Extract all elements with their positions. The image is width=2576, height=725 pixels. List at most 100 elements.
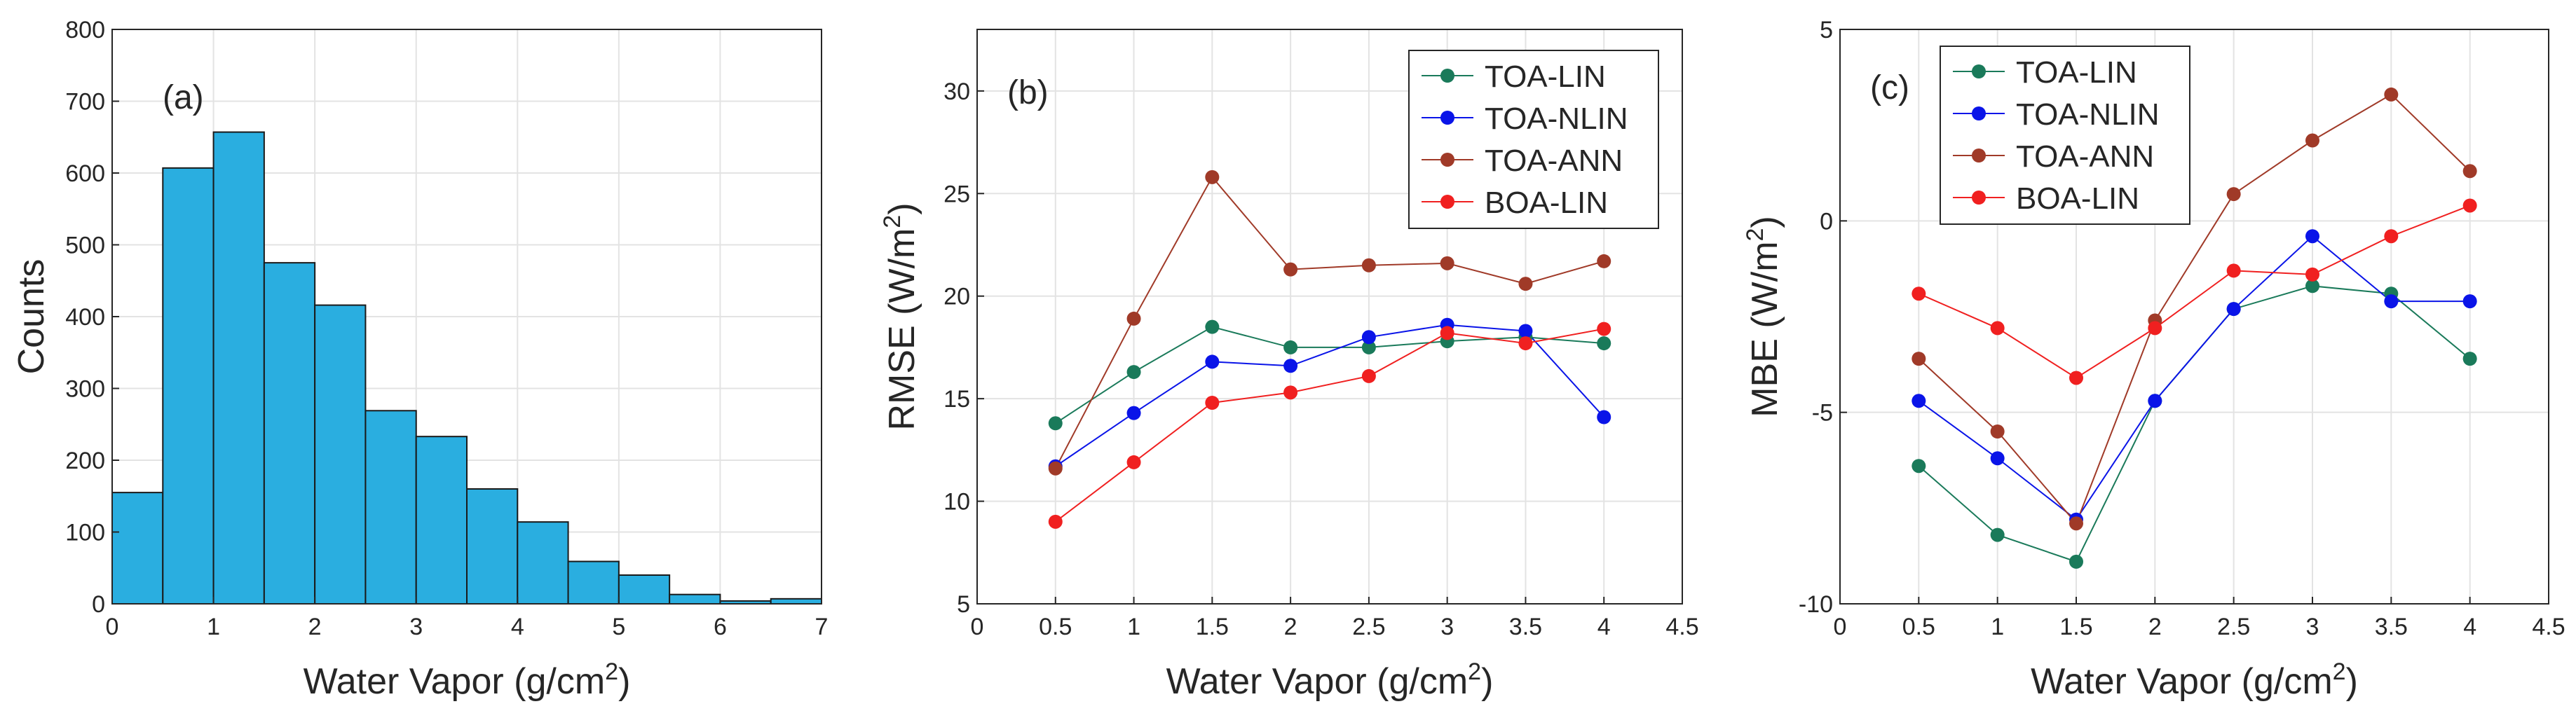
x-axis-label-c: Water Vapor (g/cm2): [2031, 658, 2358, 702]
x-tick-label: 3: [2306, 614, 2319, 640]
y-tick-label: 25: [943, 181, 970, 207]
y-tick-label: 800: [65, 17, 105, 43]
histogram-bar: [669, 593, 721, 605]
x-tick-label: 4.5: [1665, 614, 1698, 640]
data-point-boa-lin: [1361, 368, 1376, 383]
x-tick-label: 2: [1284, 614, 1297, 640]
histogram-bar: [770, 598, 822, 605]
series-line-toa-nlin: [1918, 235, 2470, 521]
histogram-bar: [567, 560, 620, 605]
data-point-boa-lin: [1048, 514, 1063, 529]
x-tick-label: 4: [1597, 614, 1611, 640]
legend-marker: [1440, 195, 1454, 209]
data-point-toa-lin: [1283, 340, 1298, 354]
series-line-toa-ann: [1054, 176, 1604, 469]
data-point-toa-ann: [1283, 262, 1298, 277]
x-tick-label: 0: [106, 614, 119, 640]
data-point-boa-lin: [1518, 336, 1533, 351]
histogram-bar: [517, 521, 569, 605]
y-tick-label: 20: [943, 284, 970, 310]
y-tick-label: -5: [1812, 400, 1833, 427]
legend-marker: [1972, 106, 1986, 120]
y-axis-label-c: MBE (W/m2): [1742, 216, 1785, 417]
x-tick-label: 4: [511, 614, 524, 640]
data-point-toa-nlin: [2305, 229, 2319, 244]
x-tick-label: 3.5: [1509, 614, 1542, 640]
data-point-boa-lin: [1911, 286, 1926, 301]
ticks-a: 0 1 2 3 4 5 6 7 0 100 200 300 400 500 600 700 800: [65, 17, 828, 640]
legend-marker: [1972, 64, 1986, 78]
data-point-boa-lin: [1283, 385, 1298, 400]
data-point-toa-lin: [1048, 416, 1063, 431]
legend-label: TOA-LIN: [1485, 60, 1606, 94]
data-point-toa-ann: [1205, 170, 1220, 184]
axes-box-c: [1839, 29, 2549, 605]
y-tick-label: 200: [65, 448, 105, 474]
x-tick-label: 3.5: [2375, 614, 2408, 640]
ticks-b: 0 0.5 1 1.5 2 2.5 3 3.5 4 4.5 5 10 15 20 25 30: [943, 78, 1698, 640]
x-tick-label: 0: [1834, 614, 1847, 640]
legend-label: TOA-ANN: [1485, 144, 1623, 178]
y-tick-label: 600: [65, 160, 105, 187]
y-tick-label: 100: [65, 520, 105, 546]
y-tick-label: -10: [1799, 591, 1833, 618]
data-point-toa-ann: [1597, 254, 1611, 268]
x-tick-label: 1: [1127, 614, 1140, 640]
data-point-toa-lin: [2462, 352, 2477, 366]
data-point-toa-nlin: [2462, 294, 2477, 309]
ticks-c: 0 0.5 1 1.5 2 2.5 3 3.5 4 4.5 -10 -5 0 5: [1799, 17, 2565, 640]
x-tick-label: 2.5: [2217, 614, 2250, 640]
data-point-toa-nlin: [1597, 410, 1611, 424]
x-tick-label: 5: [612, 614, 625, 640]
data-point-boa-lin: [1440, 326, 1454, 340]
y-axis-label-b: RMSE (W/m2): [879, 202, 922, 430]
panel-label-c: (c): [1870, 69, 1909, 106]
y-tick-label: 300: [65, 376, 105, 403]
data-point-toa-ann: [2305, 133, 2319, 148]
histogram-bar: [212, 131, 265, 605]
x-tick-label: 2: [308, 614, 322, 640]
data-point-toa-nlin: [1205, 354, 1220, 369]
x-tick-label: 4: [2463, 614, 2476, 640]
data-point-boa-lin: [2384, 229, 2399, 244]
x-tick-label: 2: [2148, 614, 2162, 640]
data-point-toa-ann: [1518, 277, 1533, 291]
y-tick-label: 400: [65, 304, 105, 331]
data-point-boa-lin: [1990, 321, 2005, 336]
data-point-boa-lin: [2462, 198, 2477, 213]
data-point-toa-ann: [1911, 352, 1926, 366]
histogram-bar: [466, 488, 519, 605]
legend-c: TOA-LIN TOA-NLIN TOA-ANN BOA-LIN: [1940, 46, 2190, 225]
legend-label: TOA-NLIN: [1485, 102, 1628, 136]
series-c: [1911, 87, 2477, 569]
x-axis-label-a: Water Vapor (g/cm2): [304, 658, 631, 702]
data-point-toa-ann: [2226, 187, 2241, 202]
data-point-toa-lin: [2069, 554, 2083, 569]
legend-marker: [1440, 69, 1454, 83]
data-point-boa-lin: [2305, 267, 2319, 282]
data-point-toa-ann: [1440, 256, 1454, 270]
data-point-toa-nlin: [1361, 330, 1376, 345]
legend-marker: [1440, 153, 1454, 167]
panel-label-b: (b): [1007, 74, 1049, 111]
x-tick-label: 1: [1991, 614, 2004, 640]
y-tick-label: 0: [92, 591, 105, 618]
data-point-toa-lin: [1597, 336, 1611, 351]
data-point-toa-ann: [2069, 516, 2083, 531]
y-tick-label: 700: [65, 89, 105, 116]
x-tick-label: 0.5: [1039, 614, 1072, 640]
x-tick-label: 1.5: [2059, 614, 2092, 640]
y-tick-label: 10: [943, 489, 970, 516]
data-point-boa-lin: [2148, 321, 2162, 336]
series-line-boa-lin: [1055, 328, 1604, 523]
histogram-bar: [618, 574, 671, 605]
histogram-bar: [364, 410, 417, 605]
x-tick-label: 0.5: [1902, 614, 1935, 640]
data-point-boa-lin: [1597, 322, 1611, 336]
histogram-bar: [162, 167, 214, 605]
legend-label: TOA-ANN: [2016, 139, 2154, 174]
x-tick-label: 0: [971, 614, 984, 640]
data-point-toa-lin: [1911, 459, 1926, 474]
y-tick-label: 30: [943, 78, 970, 105]
